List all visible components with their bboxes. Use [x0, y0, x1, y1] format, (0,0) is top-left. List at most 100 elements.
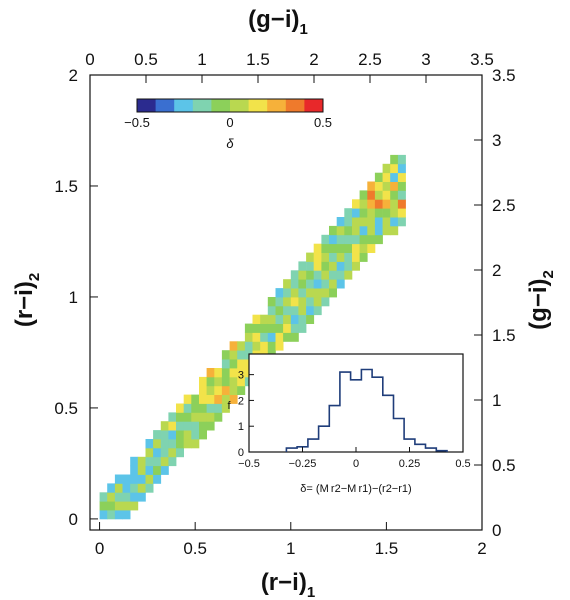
inset-step-line [285, 368, 448, 452]
inset-y-tick-label: 1 [238, 421, 244, 433]
top-tick-label: 0 [85, 50, 94, 69]
heatmap-cell [298, 288, 307, 298]
heatmap-cell [237, 350, 246, 360]
bottom-tick-label: 0 [95, 539, 104, 558]
heatmap-cell [397, 163, 406, 174]
heatmap-cell [336, 234, 345, 245]
heatmap-cell [397, 181, 406, 191]
heatmap-cell [336, 279, 345, 289]
heatmap-cell [206, 394, 215, 404]
heatmap-cell [229, 350, 238, 360]
heatmap-cell [267, 314, 276, 324]
heatmap-cell [298, 305, 307, 316]
heatmap-cell [252, 341, 261, 351]
heatmap-cell [145, 465, 154, 475]
heatmap-cell [130, 474, 139, 484]
heatmap-cell [176, 403, 184, 413]
heatmap-cell [275, 288, 284, 298]
heatmap-cell [145, 447, 154, 458]
heatmap-cell [267, 297, 276, 307]
heatmap-cell [382, 225, 391, 236]
heatmap-cell [390, 172, 399, 182]
heatmap-cell [367, 243, 376, 253]
heatmap-cell [168, 421, 177, 431]
heatmap-cell [283, 314, 292, 324]
heatmap-cell [252, 314, 261, 324]
heatmap-cell [99, 501, 108, 511]
heatmap-cell [206, 385, 215, 395]
heatmap-cell [229, 359, 238, 369]
heatmap-cell [99, 510, 108, 520]
colorbar-tick-label: −0.5 [124, 115, 150, 130]
heatmap-cell [329, 252, 337, 262]
heatmap-cell [199, 421, 207, 431]
axis-tick-labels: 0 0.5 1 1.5 200.511.520 0.5 1 1.5 2 2.5 3 3.500.511… [54, 50, 515, 558]
heatmap-cell [336, 261, 345, 271]
heatmap-cell [352, 243, 360, 253]
heatmap-cell [313, 243, 322, 253]
heatmap-cell [329, 243, 337, 253]
heatmap-cell [283, 288, 292, 298]
heatmap-cell [306, 270, 315, 280]
heatmap-cell [290, 270, 299, 280]
heatmap-cell [359, 208, 368, 218]
heatmap-cell [168, 456, 177, 467]
heatmap-cell [107, 492, 116, 502]
heatmap-cell [137, 465, 146, 475]
heatmap-cell [199, 376, 207, 387]
heatmap-cell [237, 359, 246, 369]
heatmap-cell [275, 341, 284, 351]
heatmap-cell [137, 492, 146, 502]
heatmap-cell [359, 190, 368, 200]
svg-text:(r−i)2: (r−i)2 [11, 273, 43, 327]
colorbar-swatch [211, 99, 231, 112]
heatmap-cell [321, 297, 330, 307]
inset-y-tick-label: 3 [238, 370, 244, 382]
heatmap-cell [122, 492, 131, 502]
colorbar-swatch [137, 99, 157, 112]
heatmap-cell [130, 492, 139, 502]
heatmap-cell [229, 341, 238, 351]
heatmap-cell [191, 403, 200, 413]
left-tick-label: 0 [69, 510, 78, 529]
heatmap-cell [298, 297, 307, 307]
right-tick-label: 1 [492, 391, 501, 410]
heatmap-cell [397, 208, 406, 218]
left-axis-label: (r−i)2 [11, 273, 43, 327]
heatmap-cell [397, 172, 406, 182]
heatmap-cell [199, 412, 207, 422]
heatmap-cell [214, 376, 223, 387]
heatmap-cell [160, 456, 169, 467]
heatmap-cell [290, 279, 299, 289]
heatmap-cell [306, 305, 315, 316]
colorbar-swatch [192, 99, 212, 112]
left-tick-label: 0.5 [54, 399, 78, 418]
heatmap-cell [183, 412, 192, 422]
heatmap-cell [359, 252, 368, 262]
inset-x-label: δ= (M r2−M r1)−(r2−r1) [300, 483, 411, 495]
heatmap-cell [130, 483, 139, 493]
bottom-tick-label: 1.5 [375, 539, 399, 558]
heatmap-cell [160, 421, 169, 431]
colorbar-swatch [174, 99, 194, 112]
heatmap-cell [206, 368, 215, 378]
heatmap-cell [367, 181, 376, 191]
heatmap-cell [122, 474, 131, 484]
top-axis-label: (g−i)1 [248, 6, 308, 38]
heatmap-cell [130, 501, 139, 511]
heatmap-cell [397, 199, 406, 209]
heatmap-cell [160, 439, 169, 449]
inset-x-tick-label: 0.5 [455, 458, 470, 470]
inset-y-tick-label: 2 [238, 395, 244, 407]
heatmap-cell [168, 439, 177, 449]
heatmap-cell [183, 394, 192, 404]
right-tick-label: 0.5 [492, 456, 516, 475]
right-tick-label: 2 [492, 261, 501, 280]
heatmap-cell [199, 403, 207, 413]
heatmap-cell [176, 421, 184, 431]
heatmap-cell [199, 385, 207, 395]
heatmap-cell [191, 430, 200, 440]
left-tick-label: 1.5 [54, 177, 78, 196]
heatmap-cell [145, 439, 154, 449]
